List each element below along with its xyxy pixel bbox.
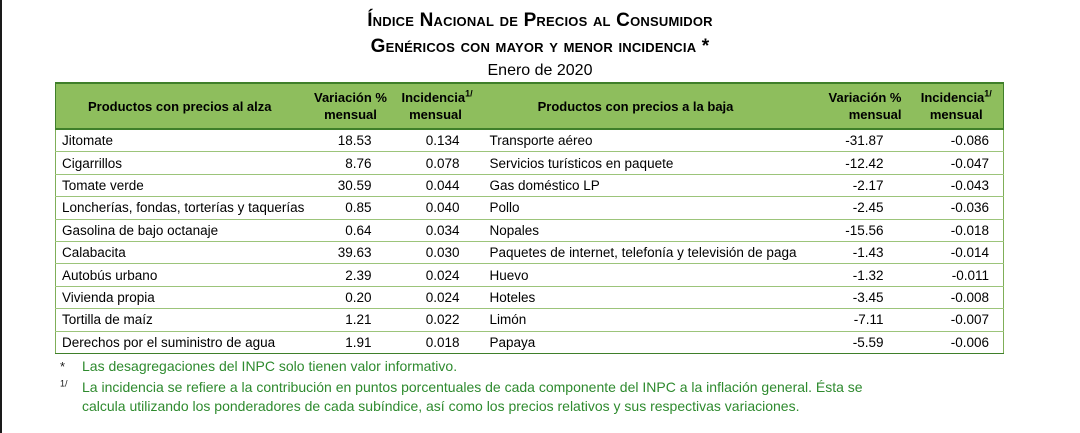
table-row: Jitomate 18.53 0.134 Transporte aéreo -3… [55,129,1004,153]
down-incidence: -0.006 [909,331,1004,354]
up-incidence: 0.018 [397,331,474,354]
down-variation: -5.59 [797,331,910,354]
table-header-row: Productos con precios al alza Variación … [55,82,1004,130]
page-title: Índice Nacional de Precios al Consumidor [367,10,713,31]
table-row: Autobús urbano 2.39 0.024 Huevo -1.32 -0… [55,263,1004,287]
header-incidence-up-line2: mensual [409,107,462,122]
up-variation: 8.76 [303,151,398,175]
up-variation: 2.39 [303,263,398,287]
footnote-star: * Las desagregaciones del INPC solo tien… [60,357,457,376]
up-product: Derechos por el suministro de agua [55,331,304,354]
up-variation: 39.63 [303,241,398,265]
table-row: Calabacita 39.63 0.030 Paquetes de inter… [55,241,1004,265]
up-variation: 1.91 [303,331,398,354]
down-variation: -1.32 [797,263,910,287]
down-variation: -15.56 [797,219,910,242]
footnote-incidence: 1/ La incidencia se refiere a la contrib… [60,378,863,414]
header-incidence-down: Incidencia1/ mensual [909,82,1004,130]
up-incidence: 0.030 [397,241,474,265]
header-incidence-up: Incidencia1/ mensual [397,82,474,130]
up-variation: 0.85 [303,196,398,220]
table-row: Cigarrillos 8.76 0.078 Servicios turísti… [55,151,1004,175]
down-product: Transporte aéreo [473,129,798,153]
up-product: Tomate verde [55,174,304,198]
up-incidence: 0.134 [397,129,474,153]
down-incidence: -0.011 [909,263,1004,287]
table-row: Vivienda propia 0.20 0.024 Hoteles -3.45… [55,286,1004,310]
up-variation: 1.21 [303,308,398,332]
down-variation: -2.45 [797,196,910,220]
up-product: Jitomate [55,129,304,153]
down-product: Gas doméstico LP [473,174,798,198]
up-incidence: 0.024 [397,286,474,310]
down-product: Papaya [473,331,798,354]
header-variation-up-line1: Variación % [314,90,387,105]
up-incidence: 0.024 [397,263,474,287]
left-frame-border [0,0,2,433]
up-product: Autobús urbano [55,263,304,287]
header-rising-products: Productos con precios al alza [55,82,304,130]
header-variation-down-line2: mensual [848,107,902,122]
table-row: Loncherías, fondas, torterías y taquería… [55,196,1004,220]
header-falling-products: Productos con precios a la baja [473,82,798,130]
table-row: Gasolina de bajo octanaje 0.64 0.034 Nop… [55,219,1004,242]
incidence-table: Productos con precios al alza Variación … [55,82,1004,354]
footnote-star-text: Las desagregaciones del INPC solo tienen… [82,358,458,374]
footnote-incidence-line1: La incidencia se refiere a la contribuci… [82,379,863,395]
up-product: Vivienda propia [55,286,304,310]
down-product: Limón [473,308,798,332]
header-variation-up-line2: mensual [324,107,377,122]
down-incidence: -0.043 [909,174,1004,198]
up-variation: 18.53 [303,129,398,153]
down-variation: -2.17 [797,174,910,198]
down-incidence: -0.014 [909,241,1004,265]
down-incidence: -0.018 [909,219,1004,242]
down-incidence: -0.007 [909,308,1004,332]
down-incidence: -0.036 [909,196,1004,220]
down-product: Pollo [473,196,798,220]
down-variation: -7.11 [797,308,910,332]
down-product: Nopales [473,219,798,242]
up-incidence: 0.044 [397,174,474,198]
up-product: Tortilla de maíz [55,308,304,332]
down-variation: -3.45 [797,286,910,310]
down-product: Hoteles [473,286,798,310]
up-variation: 0.20 [303,286,398,310]
up-product: Calabacita [55,241,304,265]
up-incidence: 0.040 [397,196,474,220]
down-incidence: -0.047 [909,151,1004,175]
page-subtitle: Enero de 2020 [487,62,593,79]
down-variation: -31.87 [797,129,910,153]
down-product: Servicios turísticos en paquete [473,151,798,175]
footnote-incidence-line2: calcula utilizando los ponderadores de c… [82,398,800,414]
up-product: Cigarrillos [55,151,304,175]
header-incidence-down-sup: 1/ [984,88,992,99]
table-row: Tortilla de maíz 1.21 0.022 Limón -7.11 … [55,308,1004,332]
header-incidence-up-line1: Incidencia [401,90,466,105]
down-incidence: -0.008 [909,286,1004,310]
down-variation: -12.42 [797,151,910,175]
header-variation-down: Variación % mensual [797,82,910,130]
header-incidence-down-line1: Incidencia [920,90,985,105]
up-variation: 0.64 [303,219,398,242]
table-row: Tomate verde 30.59 0.044 Gas doméstico L… [55,174,1004,198]
down-product: Huevo [473,263,798,287]
down-variation: -1.43 [797,241,910,265]
up-variation: 30.59 [303,174,398,198]
up-incidence: 0.034 [397,219,474,242]
header-incidence-up-sup: 1/ [465,88,473,99]
footnote-incidence-mark: 1/ [60,378,68,389]
up-incidence: 0.078 [397,151,474,175]
down-product: Paquetes de internet, telefonía y televi… [473,241,798,265]
header-variation-down-line1: Variación % [828,90,902,105]
header-incidence-down-line2: mensual [929,107,983,122]
up-product: Loncherías, fondas, torterías y taquería… [55,196,304,220]
table-row: Derechos por el suministro de agua 1.91 … [55,331,1004,354]
header-variation-up: Variación % mensual [303,82,398,130]
page-title-line2: Genéricos con mayor y menor incidencia * [370,36,710,57]
up-product: Gasolina de bajo octanaje [55,219,304,242]
footnote-star-mark: * [60,359,66,374]
down-incidence: -0.086 [909,129,1004,153]
up-incidence: 0.022 [397,308,474,332]
